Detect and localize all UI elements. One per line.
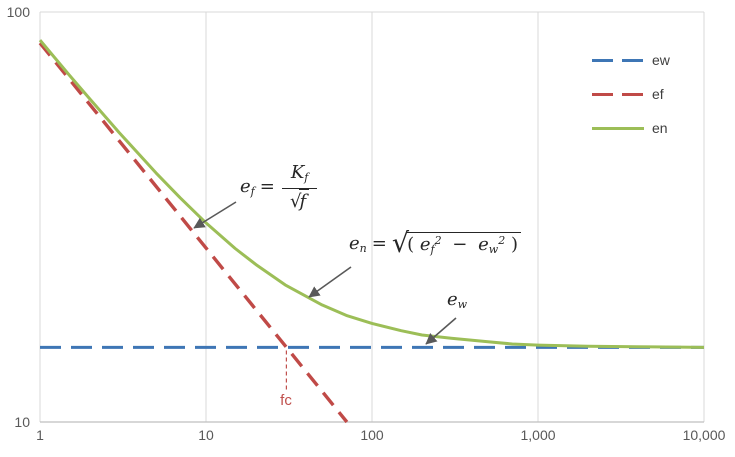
legend-label: en xyxy=(652,120,668,136)
x-tick-label: 1 xyxy=(36,427,44,443)
legend-line-sample-ef xyxy=(592,92,644,96)
y-tick-label: 100 xyxy=(6,4,30,20)
legend-label: ew xyxy=(652,52,670,68)
legend-line-sample-ew xyxy=(592,58,644,62)
x-tick-label: 1,000 xyxy=(520,427,556,443)
legend-item-en: en xyxy=(592,117,670,139)
fc-corner-frequency-label: fc xyxy=(280,392,292,409)
x-tick-label: 100 xyxy=(360,427,384,443)
chart-legend: ew ef en xyxy=(592,49,670,139)
legend-item-ew: ew xyxy=(592,49,670,71)
ew-label-annotation: ew xyxy=(447,289,468,311)
x-tick-label: 10,000 xyxy=(682,427,726,443)
x-tick-label: 10 xyxy=(198,427,214,443)
y-tick-label: 10 xyxy=(14,414,30,430)
en-equation-annotation: en = √ ( ef2 − ew2 ) xyxy=(349,230,521,258)
ef-equation-annotation: ef = Kf √f xyxy=(240,162,318,213)
legend-item-ef: ef xyxy=(592,83,670,105)
legend-label: ef xyxy=(652,86,664,102)
legend-line-sample-en xyxy=(592,126,644,130)
